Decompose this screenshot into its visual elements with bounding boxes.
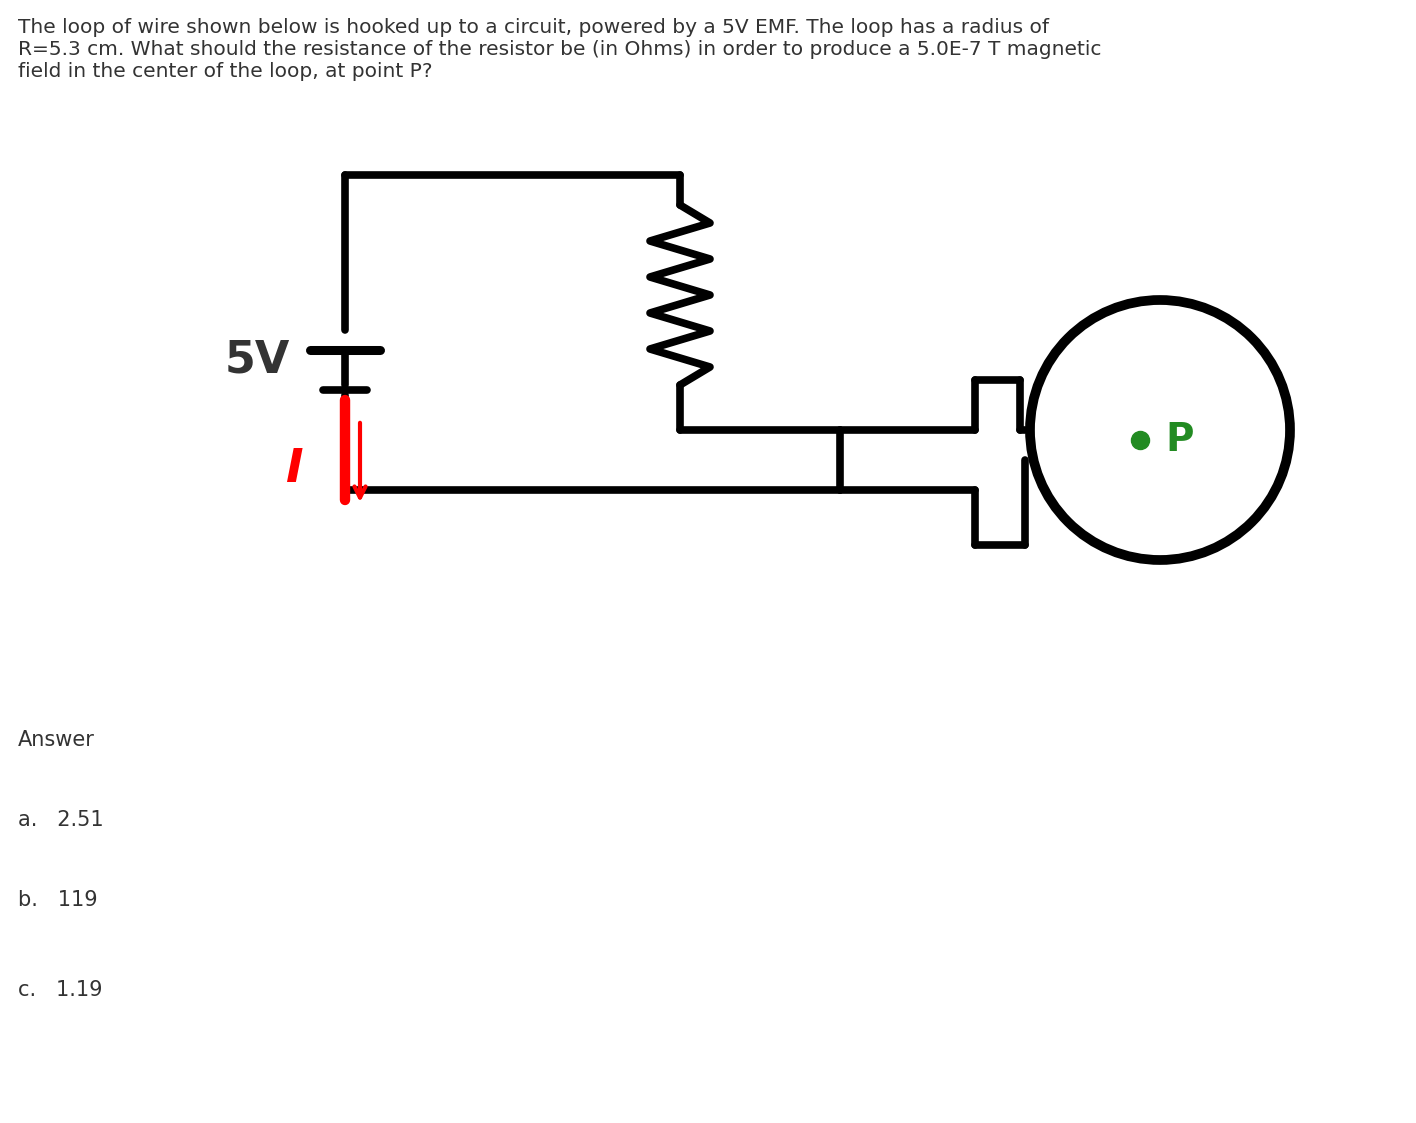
Text: I: I <box>286 447 304 493</box>
Text: a.   2.51: a. 2.51 <box>18 810 103 830</box>
Text: The loop of wire shown below is hooked up to a circuit, powered by a 5V EMF. The: The loop of wire shown below is hooked u… <box>18 18 1102 81</box>
Text: b.   119: b. 119 <box>18 891 98 910</box>
Text: 5V: 5V <box>225 338 290 382</box>
Text: P: P <box>1165 421 1194 459</box>
Text: Answer: Answer <box>18 730 95 750</box>
Text: c.   1.19: c. 1.19 <box>18 980 102 999</box>
